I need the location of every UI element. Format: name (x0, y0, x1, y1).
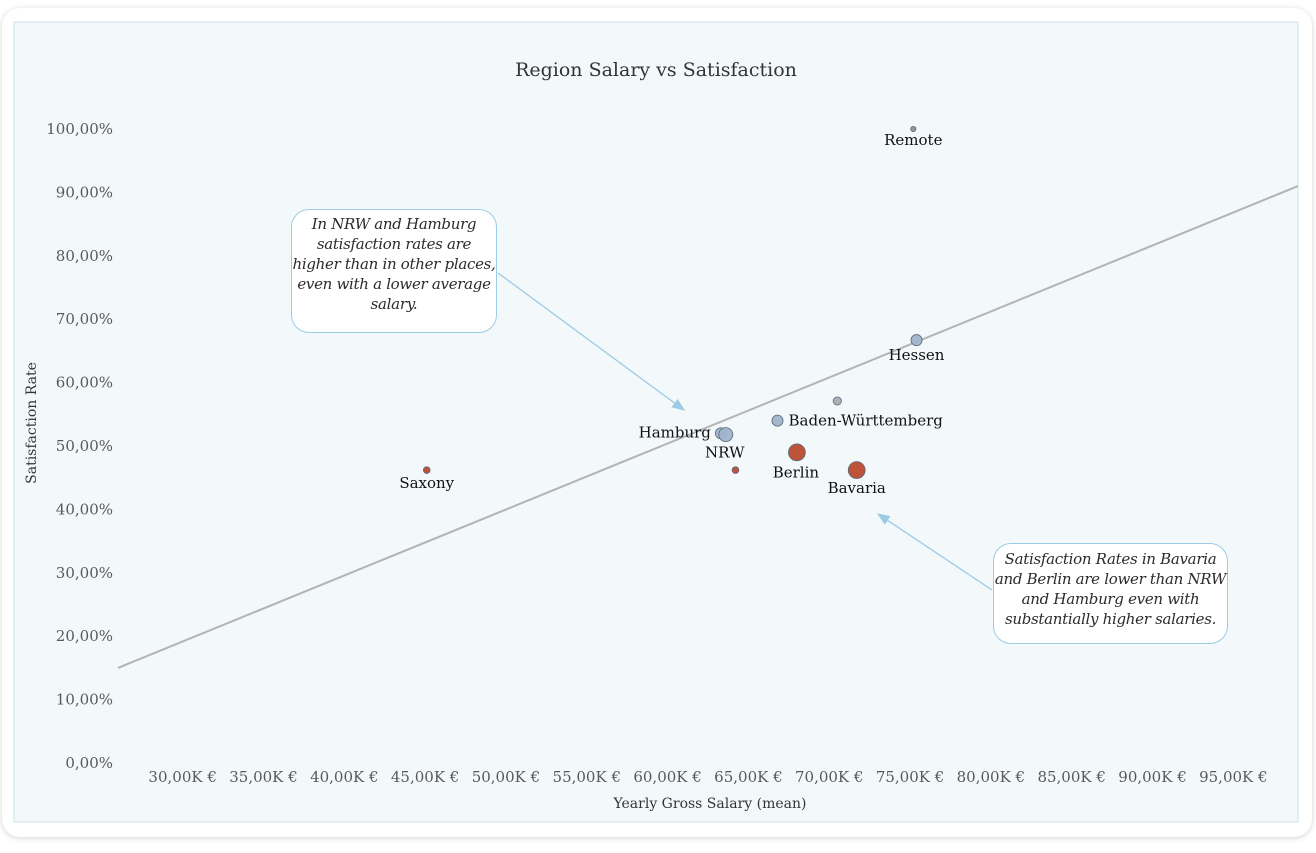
x-tick-label: 35,00K € (229, 768, 297, 786)
callout-arrows (497, 272, 993, 591)
y-axis-title: Satisfaction Rate (24, 362, 40, 484)
data-labels: Remote Hessen Baden-Württemberg Hamburg NRW B… (399, 131, 944, 497)
y-tick-label: 30,00% (56, 564, 113, 582)
data-label: Baden-Württemberg (789, 412, 944, 430)
y-tick-label: 40,00% (56, 500, 113, 518)
callout-line: satisfaction rates are (316, 235, 472, 253)
data-label: Hessen (889, 346, 945, 364)
x-axis-title: Yearly Gross Salary (mean) (613, 796, 807, 812)
callout-arrow-nrw-hamburg (497, 272, 686, 411)
data-label: Remote (884, 131, 942, 149)
data-point (847, 461, 866, 479)
y-tick-label: 20,00% (56, 627, 113, 645)
callout-arrow-bavaria-berlin (876, 513, 993, 591)
data-point (832, 396, 842, 406)
y-tick-label: 10,00% (56, 691, 113, 709)
callout-line: salary. (370, 295, 418, 313)
x-tick-label: 45,00K € (391, 768, 459, 786)
x-tick-label: 65,00K € (714, 768, 782, 786)
chart-panel (13, 21, 1299, 823)
x-tick-label: 30,00K € (148, 768, 216, 786)
x-tick-label: 50,00K € (472, 768, 540, 786)
x-tick-label: 75,00K € (876, 768, 944, 786)
y-tick-label: 70,00% (56, 310, 113, 328)
callout-line: and Hamburg even with (1021, 590, 1200, 608)
x-tick-label: 55,00K € (553, 768, 621, 786)
callout-line: higher than in other places, (292, 255, 496, 273)
data-point (771, 414, 784, 427)
data-point (718, 427, 734, 442)
data-point (910, 334, 923, 347)
y-tick-label: 50,00% (56, 437, 113, 455)
callout-line: In NRW and Hamburg (311, 215, 477, 233)
data-label: Hamburg (639, 423, 712, 441)
x-tick-label: 85,00K € (1037, 768, 1105, 786)
trendline (117, 185, 1299, 669)
x-tick-label: 40,00K € (310, 768, 378, 786)
data-label: Berlin (773, 463, 820, 481)
x-tick-label: 70,00K € (795, 768, 863, 786)
data-point (910, 125, 917, 133)
y-tick-label: 60,00% (56, 374, 113, 392)
y-tick-label: 90,00% (56, 183, 113, 201)
callout-line: substantially higher salaries. (1004, 610, 1217, 628)
y-tick-label: 100,00% (46, 120, 113, 138)
data-label: Saxony (399, 474, 454, 492)
x-tick-label: 60,00K € (633, 768, 701, 786)
y-tick-label: 80,00% (56, 247, 113, 265)
x-tick-labels: 30,00K € 35,00K € 40,00K € 45,00K € 50,00K €… (148, 768, 1267, 786)
data-point (788, 443, 806, 462)
x-tick-label: 95,00K € (1199, 768, 1267, 786)
callout-nrw-hamburg: In NRW and Hamburg satisfaction rates ar… (291, 209, 497, 333)
callout-line: even with a lower average (297, 275, 491, 293)
x-tick-label: 80,00K € (957, 768, 1025, 786)
callout-line: and Berlin are lower than NRW (994, 570, 1227, 588)
y-tick-label: 0,00% (65, 754, 113, 772)
data-label: NRW (705, 444, 745, 462)
chart-title: Region Salary vs Satisfaction (515, 59, 797, 81)
trendline-layer (117, 185, 1299, 669)
data-label: Bavaria (828, 479, 886, 497)
callout-bavaria-berlin: Satisfaction Rates in Bavaria and Berlin… (993, 543, 1228, 644)
x-tick-label: 90,00K € (1118, 768, 1186, 786)
y-tick-labels: 0,00% 10,00% 20,00% 30,00% 40,00% 50,00% 60,00… (46, 120, 113, 772)
data-point (731, 466, 740, 474)
data-points (422, 125, 923, 479)
data-point (422, 466, 431, 474)
callout-line: Satisfaction Rates in Bavaria (1004, 550, 1217, 568)
